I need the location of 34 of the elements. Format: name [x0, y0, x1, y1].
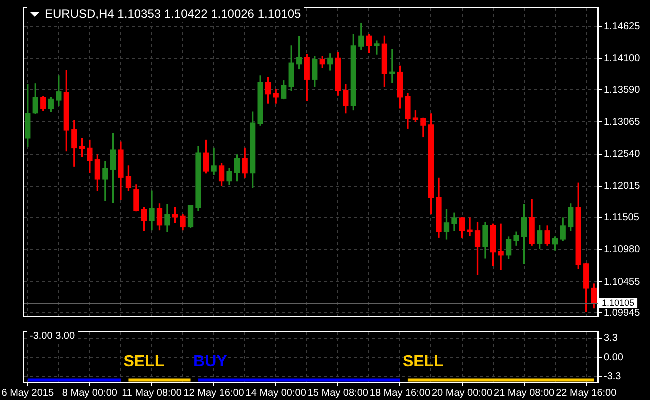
y-tick-label: 1.14625	[604, 21, 641, 32]
x-tick-label: 21 May 08:00	[494, 388, 556, 399]
candlestick	[374, 40, 380, 55]
y-tick-label: 1.10980	[604, 244, 641, 256]
annotation: BUY	[194, 354, 228, 371]
candlestick	[498, 224, 504, 270]
y-tick-label: 1.14100	[604, 54, 641, 65]
x-tick-label: 8 May 00:00	[62, 388, 118, 399]
x-tick-label: 22 May 16:00	[556, 388, 618, 399]
y-tick-label: 1.12540	[604, 149, 641, 160]
y-tick-label: 1.12015	[604, 181, 641, 192]
candlestick	[390, 49, 396, 84]
ref-line-label: 1.10105	[602, 298, 635, 308]
chart-title: -3.00 3.00	[30, 331, 76, 342]
y-tick-label: 1.09945	[604, 308, 641, 319]
x-tick-label: 6 May 2015	[2, 388, 54, 399]
x-tick-label: 14 May 00:00	[246, 388, 307, 399]
y-tick-label: 3.3	[604, 333, 618, 344]
x-tick-label: 15 May 08:00	[308, 388, 369, 399]
y-tick-label: 1.13065	[604, 116, 641, 128]
annotation: SELL	[124, 354, 165, 371]
candlestick	[467, 218, 473, 236]
x-tick-label: 20 May 00:00	[432, 388, 493, 399]
candlestick	[211, 148, 217, 176]
y-tick-label: 0.00	[604, 352, 624, 364]
x-tick-label: 11 May 08:00	[122, 388, 182, 399]
y-tick-label: -3.3	[604, 372, 622, 383]
x-tick-label: 12 May 16:00	[184, 388, 245, 399]
y-tick-label: 1.13590	[604, 84, 641, 96]
annotation: SELL	[402, 354, 444, 371]
x-tick-label: 18 May 16:00	[370, 388, 431, 399]
y-tick-label: 1.10455	[604, 276, 641, 288]
y-tick-label: 1.11505	[604, 212, 640, 224]
chart-title: EURUSD,H4 1.10353 1.10422 1.10026 1.10105	[45, 7, 302, 21]
